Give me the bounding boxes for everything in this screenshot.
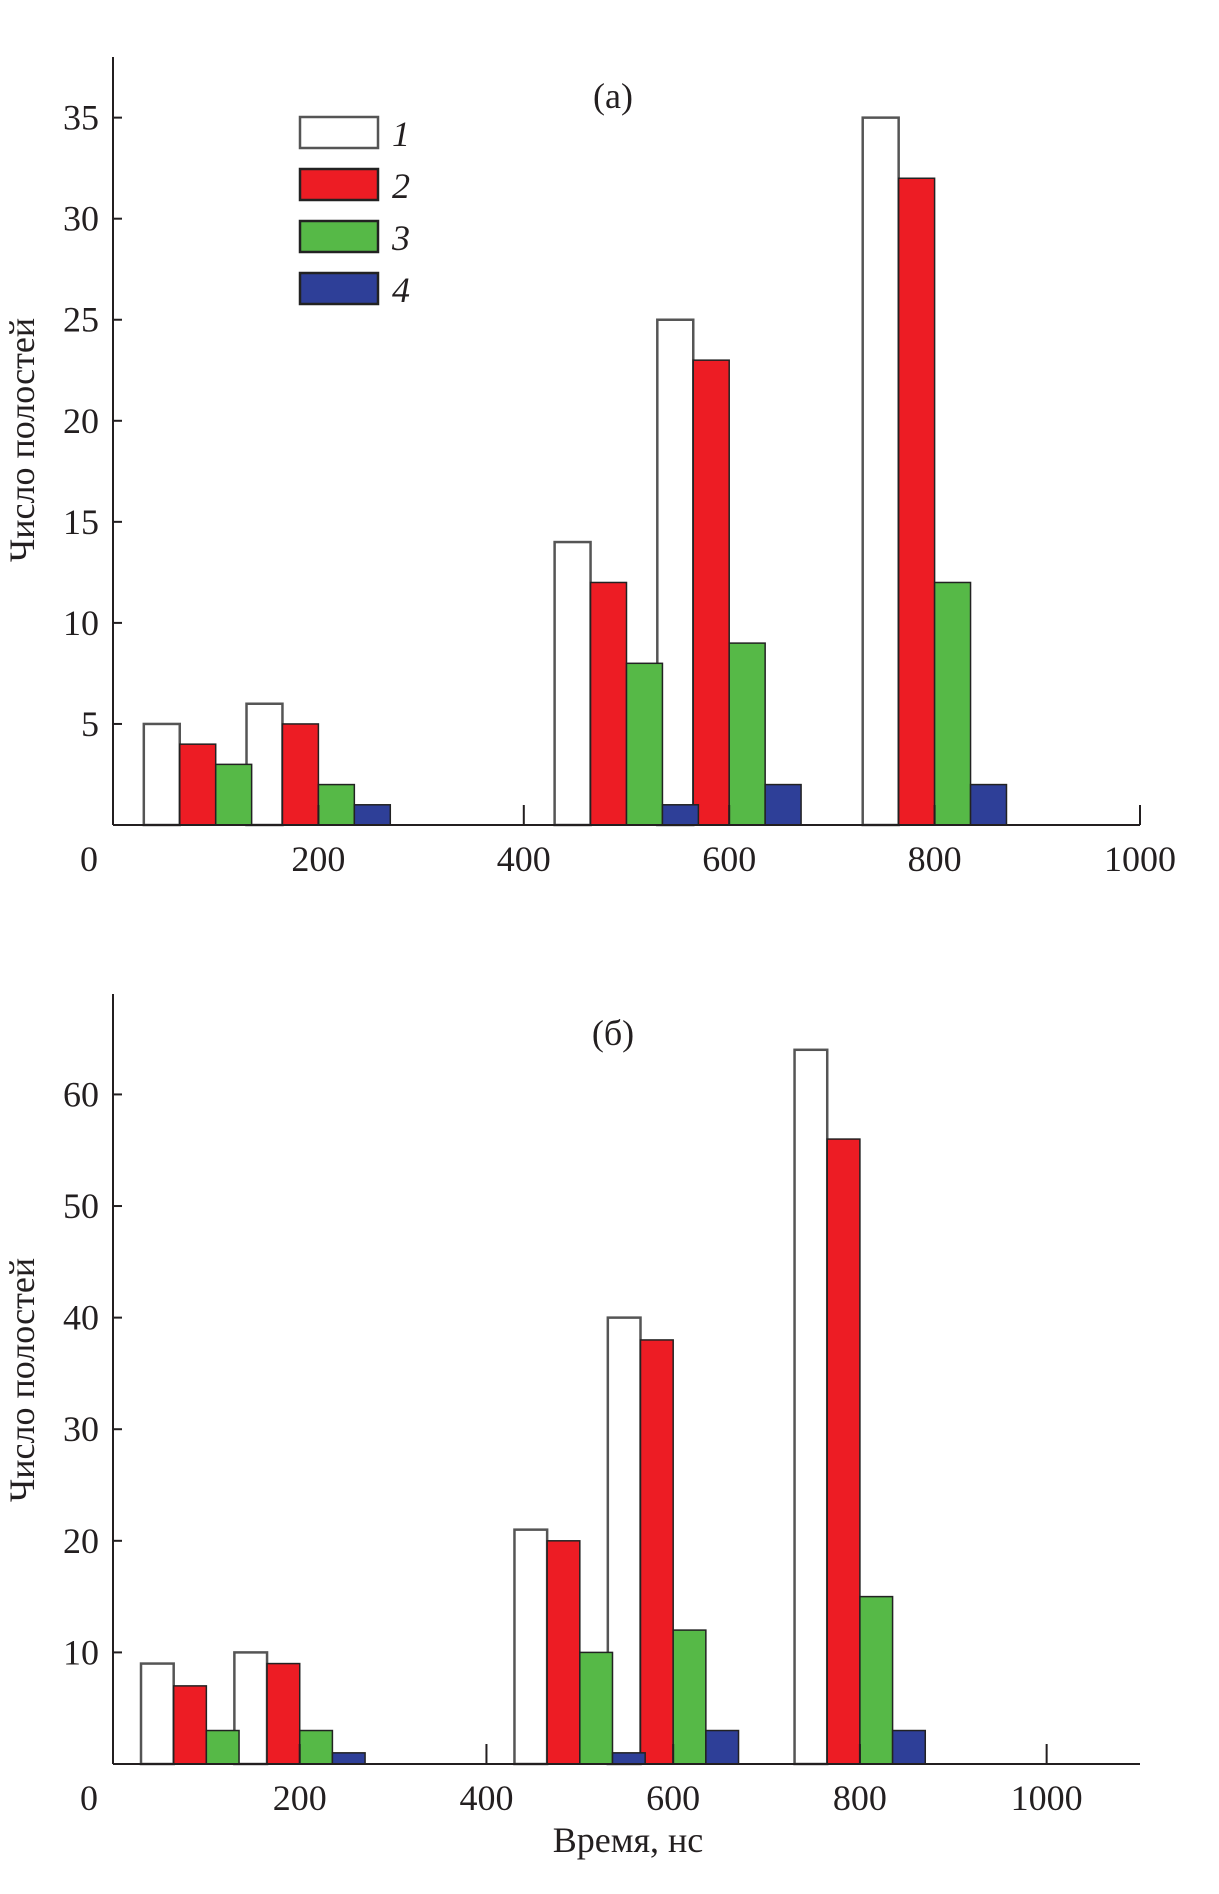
x-tick-label: 400 bbox=[497, 839, 551, 879]
bar-series-1 bbox=[142, 722, 182, 827]
y-tick-label: 5 bbox=[81, 704, 99, 744]
bar-series-1 bbox=[861, 116, 900, 827]
chart-panel-1: 5 10 15 20 25 30 35 0 200 400 600 800 1000 (a) Число п… bbox=[2, 57, 1176, 879]
y-tick-label: 10 bbox=[63, 1632, 99, 1672]
y-tick-label: 60 bbox=[63, 1074, 99, 1114]
x-axis-label: Время, нс bbox=[553, 1820, 704, 1860]
bar-series-2 bbox=[546, 1540, 581, 1765]
y-tick-label: 50 bbox=[63, 1186, 99, 1226]
legend-swatch bbox=[298, 115, 380, 150]
bar-series-3 bbox=[579, 1651, 614, 1765]
legend-swatch bbox=[298, 271, 380, 306]
y-axis-label: Число полостей bbox=[2, 318, 42, 562]
legend-swatch bbox=[298, 219, 380, 254]
x-tick-label: 1000 bbox=[1011, 1778, 1083, 1818]
bar-series-3 bbox=[933, 581, 972, 826]
bar-series-2 bbox=[266, 1662, 301, 1765]
y-tick-label: 15 bbox=[63, 502, 99, 542]
bar-series-4 bbox=[764, 783, 802, 826]
bar-series-1 bbox=[553, 540, 592, 827]
bar-series-2 bbox=[639, 1339, 674, 1765]
legend-label: 2 bbox=[392, 166, 410, 206]
bar-series-1 bbox=[793, 1048, 829, 1766]
bar-series-4 bbox=[331, 1752, 366, 1765]
bar-series-3 bbox=[214, 763, 253, 826]
x-tick-label: 200 bbox=[273, 1778, 327, 1818]
bar-series-1 bbox=[139, 1662, 175, 1766]
y-tick-label: 25 bbox=[63, 300, 99, 340]
y-tick-label: 35 bbox=[63, 98, 99, 138]
x-tick-label: 1000 bbox=[1104, 839, 1176, 879]
bar-series-4 bbox=[611, 1752, 646, 1765]
x-tick-label: 0 bbox=[80, 1778, 98, 1818]
legend: 1 2 3 4 bbox=[298, 114, 410, 310]
y-tick-label: 10 bbox=[63, 603, 99, 643]
bar-series-4 bbox=[969, 783, 1008, 826]
bar-series-3 bbox=[625, 662, 664, 826]
bar-series-4 bbox=[661, 804, 700, 826]
x-tick-label: 200 bbox=[291, 839, 345, 879]
bar-series-3 bbox=[205, 1729, 240, 1765]
legend-label: 1 bbox=[392, 114, 410, 154]
y-tick-label: 30 bbox=[63, 199, 99, 239]
bar-series-2 bbox=[179, 743, 217, 826]
bar-series-2 bbox=[897, 177, 936, 826]
bar-series-3 bbox=[672, 1629, 707, 1765]
legend-swatch bbox=[298, 167, 380, 202]
legend-label: 4 bbox=[392, 270, 410, 310]
bar-series-3 bbox=[859, 1595, 894, 1765]
bar-series-3 bbox=[298, 1729, 334, 1765]
bar-series-4 bbox=[353, 804, 392, 826]
x-tick-label: 600 bbox=[646, 1778, 700, 1818]
bar-series-3 bbox=[317, 783, 356, 826]
bar-series-3 bbox=[728, 642, 766, 826]
y-tick-label: 20 bbox=[63, 401, 99, 441]
y-axis-label: Число полостей bbox=[2, 1258, 42, 1502]
x-tick-label: 800 bbox=[833, 1778, 887, 1818]
x-tick-label: 0 bbox=[80, 839, 98, 879]
legend-label: 3 bbox=[391, 218, 410, 258]
panel-label: (a) bbox=[593, 76, 633, 116]
y-tick-label: 20 bbox=[63, 1521, 99, 1561]
bar-series-1 bbox=[513, 1528, 549, 1766]
y-tick-label: 40 bbox=[63, 1298, 99, 1338]
bar-series-2 bbox=[281, 723, 320, 826]
bar-series-2 bbox=[172, 1685, 208, 1765]
bar-series-2 bbox=[826, 1138, 861, 1765]
panel-label: (б) bbox=[592, 1013, 634, 1053]
bar-series-2 bbox=[589, 581, 628, 826]
bar-series-2 bbox=[692, 359, 730, 826]
bar-series-4 bbox=[705, 1729, 740, 1765]
y-tick-label: 30 bbox=[63, 1409, 99, 1449]
bar-series-4 bbox=[891, 1729, 927, 1765]
x-tick-label: 400 bbox=[459, 1778, 513, 1818]
x-tick-label: 800 bbox=[908, 839, 962, 879]
x-tick-label: 600 bbox=[702, 839, 756, 879]
